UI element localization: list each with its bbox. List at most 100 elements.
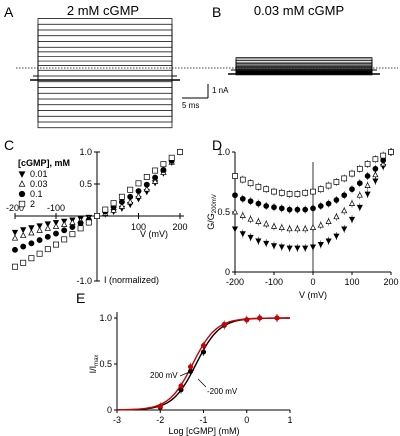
panel-c-x-label: V (mV) (140, 229, 168, 239)
panel-d-point-0.03 (239, 212, 246, 218)
panel-c-point-2 (143, 174, 150, 180)
panel-c-point-2 (77, 225, 84, 232)
panel-e-chart: -3 -2 -1 0 1 0 0.5 1.0 Log [cGMP] (mM) I/Imax 200 … (88, 312, 293, 436)
panel-c-point-0.01 (36, 223, 43, 230)
panel-d-point-0.1 (239, 195, 246, 202)
panel-d-point-0.1 (286, 206, 293, 213)
panel-c-point-0.03 (28, 229, 35, 236)
panel-d-point-0.1 (302, 206, 309, 213)
panel-c-point-2 (94, 213, 100, 219)
panel-d-point-0.01 (302, 245, 309, 252)
panel-d-point-0.1 (271, 204, 277, 211)
panel-e-x-tick-label: -1 (199, 415, 207, 425)
panel-c-point-0.1 (61, 227, 68, 234)
panel-a-trace-2 (33, 29, 177, 77)
panel-d-chart: -200 -100 0 100 200 0 0.5 1.0 V (mV) G/G200mV (206, 147, 399, 300)
panel-c-point-2 (177, 149, 183, 155)
panel-d-point-0.01 (278, 244, 285, 251)
panel-c-point-0.1 (28, 240, 35, 247)
panel-d-point-0.01 (309, 244, 317, 251)
panel-letter-c: C (4, 137, 14, 153)
panel-d-point-0.03 (255, 218, 262, 224)
panel-e-fit-curve--200 mV (116, 317, 290, 411)
panel-a-trace-9 (33, 65, 177, 77)
panel-b-traces (228, 57, 380, 76)
panel-d-point-0.1 (247, 198, 254, 205)
panel-c-x-tick-label: 100 (131, 222, 146, 232)
panel-e-point-200 mV (200, 349, 207, 355)
panel-d-point-0.03 (286, 225, 293, 232)
panel-b-title: 0.03 mM cGMP (254, 3, 344, 18)
panel-c-point-2 (110, 200, 117, 207)
panel-c-point-0.01 (44, 221, 51, 228)
panel-d-y-tick-label: 0 (225, 267, 230, 277)
panel-a-trace-12 (33, 75, 177, 83)
panel-c-point-0.03 (20, 231, 27, 238)
panel-d-x-tick-label: 0 (310, 277, 315, 287)
panel-d-point-0.03 (270, 222, 278, 229)
panel-e-x-label: Log [cGMP] (mM) (168, 426, 239, 436)
panel-c-point-0.1 (77, 220, 84, 227)
panel-d-y-tick-label: 1.0 (217, 147, 230, 157)
panel-c-point-2 (127, 186, 134, 193)
panel-d-point-0.01 (333, 233, 340, 240)
panel-d-y-label: G/G200mV (206, 194, 218, 230)
panel-d-y-label-sub: 200mV (212, 194, 218, 213)
panel-d-point-2 (341, 175, 348, 182)
panel-d-point-2 (302, 189, 309, 196)
panel-c-point-2 (61, 236, 68, 243)
panel-a-trace-14 (33, 75, 177, 94)
panel-c-x-tick-label: 200 (172, 222, 187, 232)
panel-d-y-label-main: G/G (206, 213, 216, 230)
panel-c-point-2 (20, 259, 27, 266)
panel-a-trace-7 (33, 56, 177, 77)
panel-e-x-tick-label: 1 (287, 415, 292, 425)
panel-d-point-0.01 (356, 204, 363, 211)
panel-d-point-2 (255, 183, 262, 190)
panel-d-point-0.01 (364, 191, 371, 198)
panel-c-point-2 (160, 161, 167, 168)
panel-c-point-2 (85, 219, 92, 226)
panel-d-point-2 (271, 188, 277, 195)
panel-d-point-2 (356, 165, 363, 172)
panel-d-point-0.03 (263, 220, 270, 227)
panel-c-point-0.1 (53, 230, 59, 237)
panel-d-point-0.03 (231, 208, 239, 215)
panel-d-point-0.03 (278, 224, 285, 230)
panel-c-point-0.03 (36, 226, 43, 233)
panel-c-point-2 (53, 241, 59, 248)
panel-c-point-0.1 (20, 243, 27, 250)
panel-c-point-0.03 (52, 222, 60, 229)
panel-c-point-2 (12, 263, 18, 270)
panel-d-point-0.01 (372, 178, 379, 185)
panel-c-point-0.03 (143, 185, 150, 192)
panel-c-y-tick-label: -1.0 (76, 276, 92, 286)
panel-d-point-0.01 (325, 238, 332, 245)
panel-c-point-2 (135, 180, 142, 187)
panel-d-point-0.1 (310, 205, 316, 212)
panel-letter-e: E (76, 290, 85, 306)
panel-c-point-0.01 (28, 225, 35, 232)
panel-c-point-0.03 (118, 202, 126, 209)
panel-c-legend-marker (18, 180, 26, 187)
panel-d-point-0.01 (247, 234, 254, 241)
panel-d-x-tick-label: 200 (383, 277, 398, 287)
panel-c-point-0.01 (20, 227, 27, 234)
panel-d-point-2 (333, 179, 340, 185)
panel-e-fit-curve-200 mV (117, 317, 290, 411)
panel-d-point-0.01 (286, 245, 293, 252)
panel-d-point-0.1 (263, 203, 270, 209)
panel-d-point-2 (263, 186, 270, 193)
scale-bar-current: 1 nA (212, 86, 229, 95)
panel-c-chart: -200 -100 100 200 -1.0 0.5 1.0 V (mV) I (normali… (6, 147, 188, 286)
panel-d-point-0.03 (302, 225, 309, 232)
panel-letter-b: B (212, 4, 221, 20)
panel-letter-d: D (212, 137, 222, 153)
panel-d-point-0.1 (294, 206, 301, 213)
panel-d-point-2 (278, 189, 285, 196)
panel-a-trace-8 (33, 60, 177, 77)
panel-d-x-tick-label: -200 (226, 277, 244, 287)
panel-e-arrow-200mv (179, 369, 195, 377)
panel-c-point-0.1 (36, 237, 43, 243)
